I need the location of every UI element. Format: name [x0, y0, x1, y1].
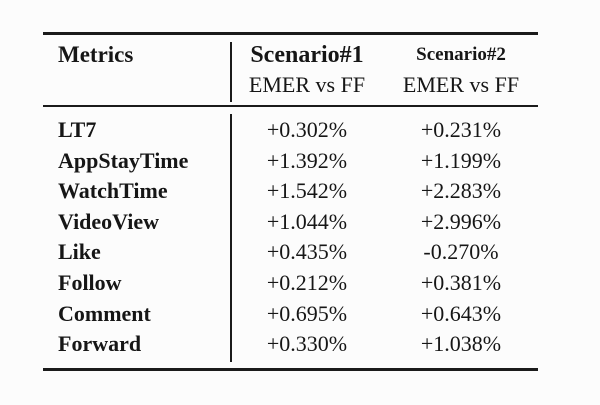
metric-name-cell: Like: [58, 239, 101, 265]
scenario1-value-cell: +0.695%: [266, 300, 348, 326]
scenario1-value-cell: +1.392%: [266, 147, 348, 173]
column-divider-body: [230, 114, 232, 362]
scenario2-value-cell: +0.231%: [420, 117, 502, 142]
scenario1-value-cell: +1.044%: [266, 208, 348, 234]
results-table: Metrics Scenario#1 EMER vs FF Scenario#2…: [43, 32, 538, 371]
scenario1-title: Scenario#1: [250, 42, 364, 68]
scenario2-value-cell: +1.199%: [420, 147, 502, 173]
header-cell-scenario1: Scenario#1 EMER vs FF: [230, 40, 384, 105]
scenario2-subtitle: EMER vs FF: [402, 72, 520, 97]
scenario2-value-cell: +2.283%: [420, 178, 502, 204]
scenario1-subtitle: EMER vs FF: [248, 72, 366, 97]
scenario2-value-cell: +1.038%: [420, 331, 502, 357]
scenario2-value-cell: +2.996%: [420, 208, 502, 234]
column-divider-header: [230, 42, 232, 102]
scenario1-value-cell: +1.542%: [266, 178, 348, 204]
scenario1-value-cell: +0.330%: [266, 331, 348, 357]
metric-name-cell: Comment: [58, 300, 151, 326]
table-row: Follow +0.212% +0.381%: [43, 268, 538, 299]
scenario2-title: Scenario#2: [416, 44, 506, 65]
metric-name-cell: VideoView: [58, 208, 160, 234]
scenario1-value-cell: +0.212%: [266, 269, 348, 295]
table-row: AppStayTime +1.392% +1.199%: [43, 146, 538, 177]
table-row: Like +0.435% -0.270%: [43, 237, 538, 268]
table-row: Forward +0.330% +1.038%: [43, 329, 538, 360]
metric-name-cell: Forward: [58, 331, 142, 357]
table-body: LT7 +0.302% +0.231% AppStayTime +1.392% …: [43, 107, 538, 360]
table-row: VideoView +1.044% +2.996%: [43, 207, 538, 238]
scenario2-value-cell: +0.643%: [420, 300, 502, 326]
scenario2-value-cell: -0.270%: [423, 239, 499, 265]
table-row: WatchTime +1.542% +2.283%: [43, 176, 538, 207]
header-cell-scenario2: Scenario#2 EMER vs FF: [384, 40, 538, 105]
table-header-row: Metrics Scenario#1 EMER vs FF Scenario#2…: [43, 35, 538, 107]
scenario2-value-cell: +0.381%: [420, 269, 502, 295]
table-row: LT7 +0.302% +0.231%: [43, 115, 538, 146]
metric-name-cell: Follow: [58, 269, 122, 295]
scenario1-value-cell: +0.302%: [266, 117, 348, 142]
table-row: Comment +0.695% +0.643%: [43, 299, 538, 330]
metric-name-cell: WatchTime: [58, 178, 168, 204]
metric-name-cell: AppStayTime: [58, 147, 189, 173]
header-cell-metrics: Metrics: [43, 40, 230, 105]
metric-name-cell: LT7: [58, 117, 97, 142]
scenario1-value-cell: +0.435%: [266, 239, 348, 265]
metrics-column-header: Metrics: [58, 42, 134, 67]
